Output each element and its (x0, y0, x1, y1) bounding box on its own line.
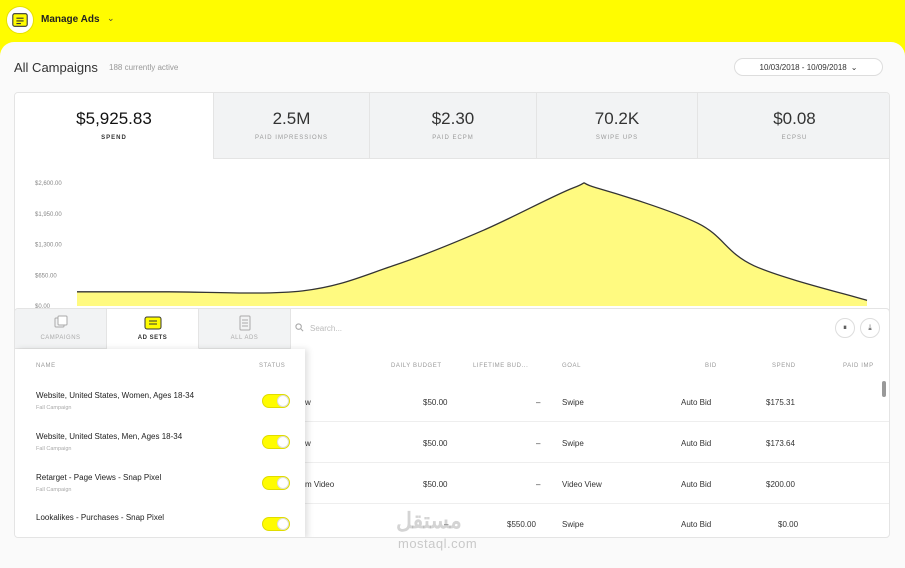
metric-value: 70.2K (594, 109, 640, 128)
cell-bid: Auto Bid (681, 480, 712, 489)
y-tick-label: $0.00 (35, 304, 51, 310)
metric-value: $0.08 (773, 109, 816, 128)
tab-label: ALL ADS (230, 335, 259, 341)
col-spend[interactable]: SPEND (772, 363, 796, 369)
metric-label: PAID ECPM (432, 135, 474, 141)
metric-label: SWIPE UPS (595, 135, 639, 141)
ad-set-name[interactable]: Retarget - Page Views - Snap Pixel (36, 473, 162, 482)
metric-tabs: $5,925.83 SPEND 2.5M PAID IMPRESSIONS $2.30 P… (15, 93, 889, 159)
col-name[interactable]: NAME (36, 363, 56, 369)
tab-label: CAMPAIGNS (40, 335, 81, 341)
search-icon (295, 323, 304, 334)
cell-lifetime-budget: – (536, 480, 541, 489)
spend-line (76, 182, 868, 301)
page-title: All Campaigns (14, 60, 98, 75)
all-ads-icon (199, 315, 290, 331)
chevron-down-icon: ⌄ (850, 62, 858, 72)
cell-type: m Video (305, 480, 335, 489)
cell-goal: Swipe (562, 398, 584, 407)
col-lifetime-budget[interactable]: LIFETIME BUD... (473, 363, 529, 369)
cell-type: w (305, 439, 311, 448)
metric-tab-ecpsu[interactable]: $0.08 ECPSU (697, 93, 889, 159)
cell-type: w (305, 398, 311, 407)
col-goal[interactable]: GOAL (562, 363, 582, 369)
tab-label: AD SETS (137, 335, 168, 341)
row-divider (305, 503, 889, 504)
cell-lifetime-budget: – (536, 439, 541, 448)
watermark-arabic: مستقل (396, 508, 462, 533)
metric-value: $2.30 (431, 109, 475, 128)
columns-icon[interactable]: ⏸ (835, 318, 855, 338)
cell-goal: Swipe (562, 439, 584, 448)
cell-bid: Auto Bid (681, 398, 712, 407)
date-range-picker[interactable]: 10/03/2018 - 10/09/2018 ⌄ (734, 58, 883, 76)
metric-tab-paid-impressions[interactable]: 2.5M PAID IMPRESSIONS (213, 93, 369, 159)
cell-bid: Auto Bid (681, 520, 712, 529)
metric-tab-paid-ecpm[interactable]: $2.30 PAID ECPM (369, 93, 536, 159)
status-toggle[interactable] (262, 476, 290, 490)
y-tick-label: $650.00 (35, 273, 57, 279)
ad-set-name[interactable]: Website, United States, Men, Ages 18-34 (36, 432, 183, 441)
metric-label: SPEND (101, 135, 127, 141)
status-toggle[interactable] (262, 517, 290, 531)
campaign-name[interactable]: Fall Campaign (36, 487, 72, 493)
cell-spend: $175.31 (766, 398, 795, 407)
campaigns-icon (15, 315, 106, 331)
metric-label: PAID IMPRESSIONS (255, 135, 328, 141)
cell-daily-budget: – (444, 520, 449, 529)
table-scrollbar[interactable] (882, 381, 886, 397)
cell-bid: Auto Bid (681, 439, 712, 448)
ad-sets-panel: CAMPAIGNS AD SETS ALL ADS Search... ⏸ ⤓ … (14, 308, 890, 538)
cell-spend: $0.00 (778, 520, 799, 529)
pinned-name-column: NAME STATUS Website, United States, Wome… (15, 349, 305, 537)
tab-ad-sets[interactable]: AD SETS (107, 309, 199, 349)
ad-sets-icon (107, 315, 198, 331)
status-toggle[interactable] (262, 435, 290, 449)
campaign-name[interactable]: Fall Campaign (36, 405, 72, 411)
tab-campaigns[interactable]: CAMPAIGNS (15, 309, 107, 349)
snapchat-ghost-icon[interactable] (6, 6, 34, 34)
status-toggle[interactable] (262, 394, 290, 408)
search-placeholder: Search... (310, 324, 343, 333)
col-paid-imp[interactable]: PAID IMP (843, 363, 874, 369)
entity-tabs: CAMPAIGNS AD SETS ALL ADS (15, 309, 291, 349)
cell-lifetime-budget: $550.00 (507, 520, 536, 529)
metric-tab-swipe-ups[interactable]: 70.2K SWIPE UPS (536, 93, 697, 159)
y-tick-label: $2,600.00 (35, 181, 62, 187)
metric-tab-spend[interactable]: $5,925.83 SPEND (15, 93, 213, 159)
download-icon[interactable]: ⤓ (860, 318, 880, 338)
y-tick-label: $1,300.00 (35, 243, 62, 249)
watermark-latin: mostaql.com (398, 536, 478, 551)
ad-set-name[interactable]: Website, United States, Women, Ages 18-3… (36, 391, 195, 400)
active-count: 188 currently active (109, 63, 179, 72)
metric-value: $5,925.83 (76, 109, 152, 128)
metric-label: ECPSU (781, 135, 808, 141)
app-title[interactable]: Manage Ads (41, 14, 100, 25)
metrics-panel: $5,925.83 SPEND 2.5M PAID IMPRESSIONS $2.30 P… (14, 92, 890, 340)
cell-daily-budget: $50.00 (423, 439, 448, 448)
date-range-label: 10/03/2018 - 10/09/2018 (759, 62, 847, 72)
search-box[interactable]: Search... (295, 323, 342, 334)
cell-goal: Video View (562, 480, 602, 489)
col-status[interactable]: STATUS (259, 363, 286, 369)
col-bid[interactable]: BID (705, 363, 717, 369)
spend-area (77, 182, 867, 306)
cell-spend: $173.64 (766, 439, 795, 448)
campaign-name[interactable]: Fall Campaign (36, 446, 72, 452)
cell-lifetime-budget: – (536, 398, 541, 407)
cell-daily-budget: $50.00 (423, 398, 448, 407)
cell-daily-budget: $50.00 (423, 480, 448, 489)
col-daily-budget[interactable]: DAILY BUDGET (391, 363, 442, 369)
chevron-down-icon[interactable]: ⌄ (107, 13, 115, 23)
cell-spend: $200.00 (766, 480, 795, 489)
row-divider (305, 462, 889, 463)
y-tick-label: $1,950.00 (35, 212, 62, 218)
tab-all-ads[interactable]: ALL ADS (199, 309, 291, 349)
top-bar: Manage Ads ⌄ (0, 0, 905, 42)
row-divider (305, 421, 889, 422)
metric-value: 2.5M (272, 109, 311, 128)
cell-goal: Swipe (562, 520, 584, 529)
ad-set-name[interactable]: Lookalikes - Purchases - Snap Pixel (36, 513, 165, 522)
